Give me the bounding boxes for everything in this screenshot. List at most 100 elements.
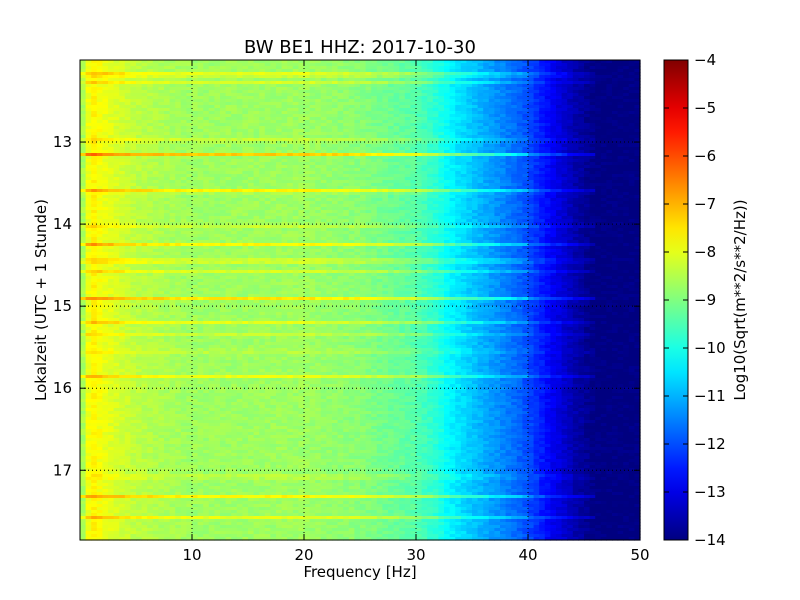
- spectrogram-cell: [360, 129, 367, 133]
- spectrogram-cell: [550, 204, 557, 208]
- spectrogram-cell: [85, 63, 92, 67]
- spectrogram-cell: [567, 147, 574, 151]
- spectrogram-cell: [281, 198, 288, 202]
- spectrogram-cell: [460, 192, 467, 196]
- spectrogram-cell: [242, 111, 249, 115]
- spectrogram-cell: [623, 168, 630, 172]
- spectrogram-cell: [427, 108, 434, 112]
- spectrogram-cell: [449, 153, 456, 157]
- spectrogram-cell: [416, 126, 423, 130]
- spectrogram-cell: [91, 156, 98, 160]
- spectrogram-cell: [449, 93, 456, 97]
- spectrogram-cell: [371, 120, 378, 124]
- spectrogram-cell: [270, 159, 277, 163]
- spectrogram-cell: [623, 114, 630, 118]
- spectrogram-cell: [455, 129, 462, 133]
- spectrogram-cell: [449, 156, 456, 160]
- spectrogram-cell: [600, 99, 607, 103]
- spectrogram-row: [80, 159, 641, 163]
- spectrogram-cell: [528, 153, 535, 157]
- spectrogram-cell: [432, 102, 439, 106]
- spectrogram-cell: [572, 180, 579, 184]
- spectrogram-cell: [539, 147, 546, 151]
- spectrogram-cell: [623, 177, 630, 181]
- spectrogram-cell: [522, 111, 529, 115]
- spectrogram-cell: [147, 90, 154, 94]
- spectrogram-cell: [197, 123, 204, 127]
- spectrogram-cell: [455, 198, 462, 202]
- spectrogram-cell: [612, 99, 619, 103]
- spectrogram-cell: [561, 90, 568, 94]
- spectrogram-cell: [399, 123, 406, 127]
- spectrogram-cell: [623, 105, 630, 109]
- spectrogram-cell: [438, 105, 445, 109]
- spectrogram-cell: [550, 165, 557, 169]
- spectrogram-cell: [80, 147, 87, 151]
- spectrogram-cell: [444, 102, 451, 106]
- spectrogram-cell: [343, 84, 350, 88]
- spectrogram-cell: [432, 198, 439, 202]
- spectrogram-cell: [382, 165, 389, 169]
- spectrogram-cell: [376, 87, 383, 91]
- spectrogram-cell: [147, 201, 154, 205]
- spectrogram-cell: [276, 204, 283, 208]
- spectrogram-cell: [606, 102, 613, 106]
- spectrogram-cell: [477, 75, 484, 79]
- spectrogram-cell: [164, 111, 171, 115]
- spectrogram-cell: [511, 93, 518, 97]
- spectrogram-cell: [483, 153, 490, 157]
- spectrogram-cell: [488, 204, 495, 208]
- spectrogram-cell: [494, 171, 501, 175]
- spectrogram-cell: [522, 69, 529, 73]
- spectrogram-cell: [416, 165, 423, 169]
- spectrogram-cell: [360, 81, 367, 85]
- spectrogram-cell: [561, 117, 568, 121]
- spectrogram-cell: [606, 123, 613, 127]
- spectrogram-cell: [214, 96, 221, 100]
- spectrogram-cell: [164, 120, 171, 124]
- spectrogram-cell: [220, 120, 227, 124]
- spectrogram-cell: [214, 114, 221, 118]
- spectrogram-cell: [432, 87, 439, 91]
- spectrogram-cell: [253, 189, 260, 193]
- spectrogram-cell: [197, 111, 204, 115]
- spectrogram-cell: [253, 207, 260, 211]
- spectrogram-cell: [617, 96, 624, 100]
- spectrogram-cell: [410, 165, 417, 169]
- spectrogram-cell: [544, 138, 551, 142]
- spectrogram-cell: [315, 87, 322, 91]
- spectrogram-cell: [309, 138, 316, 142]
- spectrogram-cell: [231, 159, 238, 163]
- spectrogram-cell: [231, 132, 238, 136]
- spectrogram-cell: [287, 126, 294, 130]
- spectrogram-cell: [152, 99, 159, 103]
- spectrogram-cell: [152, 189, 159, 193]
- spectrogram-cell: [242, 156, 249, 160]
- spectrogram-cell: [186, 117, 193, 121]
- spectrogram-cell: [376, 60, 383, 64]
- spectrogram-cell: [449, 150, 456, 154]
- spectrogram-cell: [511, 162, 518, 166]
- spectrogram-cell: [287, 201, 294, 205]
- spectrogram-cell: [292, 138, 299, 142]
- spectrogram-cell: [472, 183, 479, 187]
- spectrogram-cell: [141, 132, 148, 136]
- spectrogram-cell: [371, 153, 378, 157]
- spectrogram-cell: [399, 177, 406, 181]
- spectrogram-cell: [124, 135, 131, 139]
- spectrogram-cell: [152, 168, 159, 172]
- spectrogram-cell: [348, 201, 355, 205]
- spectrogram-cell: [225, 72, 232, 76]
- spectrogram-cell: [152, 147, 159, 151]
- spectrogram-row: [80, 141, 641, 145]
- spectrogram-cell: [236, 126, 243, 130]
- spectrogram-cell: [175, 204, 182, 208]
- spectrogram-cell: [147, 153, 154, 157]
- spectrogram-cell: [169, 135, 176, 139]
- spectrogram-cell: [432, 141, 439, 145]
- spectrogram-cell: [589, 99, 596, 103]
- spectrogram-cell: [460, 96, 467, 100]
- spectrogram-cell: [455, 147, 462, 151]
- spectrogram-cell: [326, 168, 333, 172]
- spectrogram-cell: [259, 183, 266, 187]
